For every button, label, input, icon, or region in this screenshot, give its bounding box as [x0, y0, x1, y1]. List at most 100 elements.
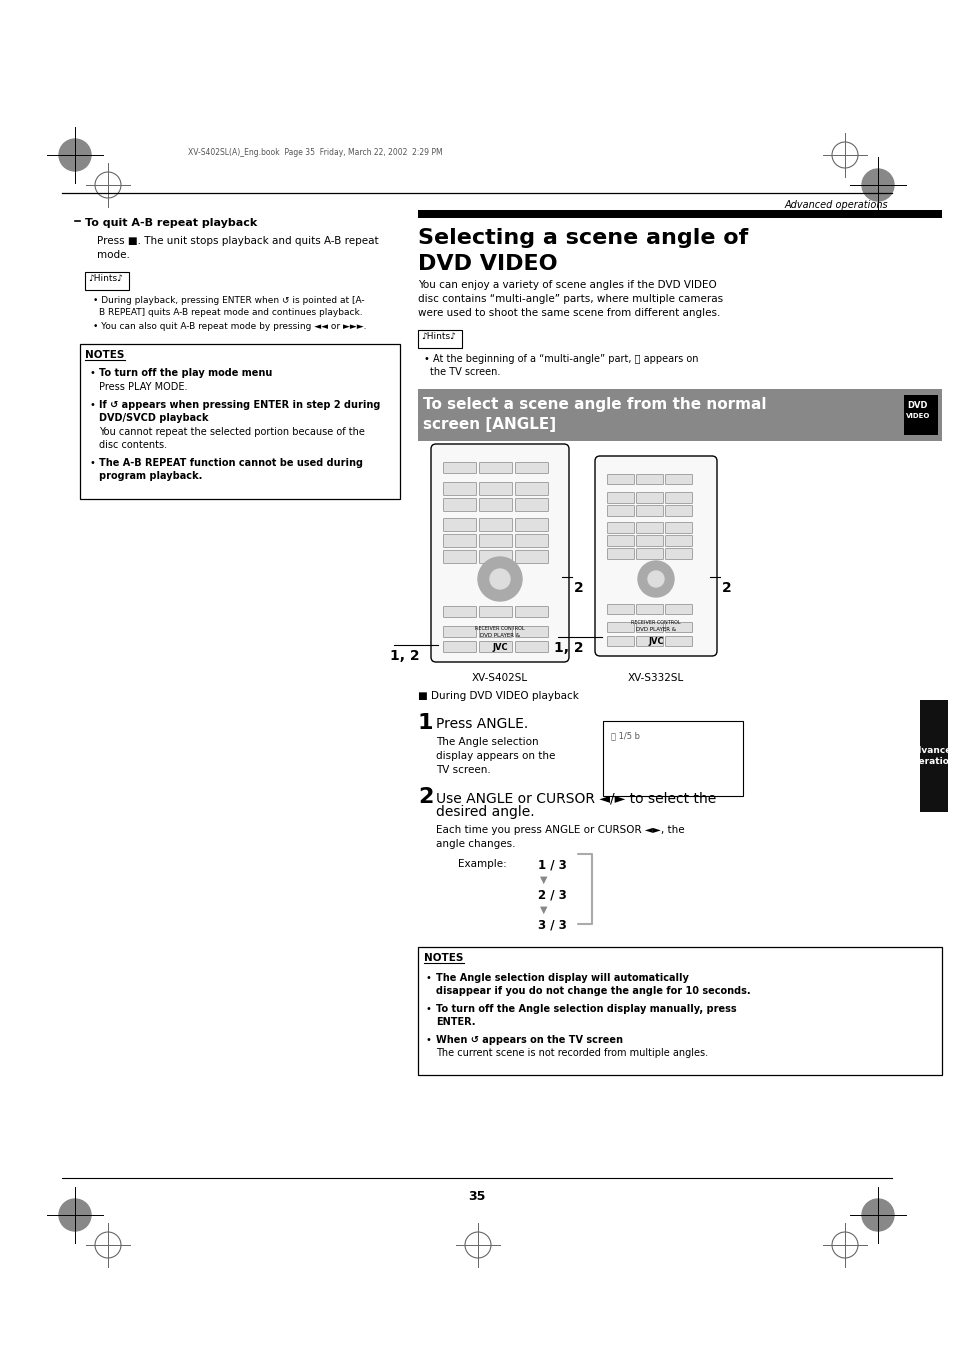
- Text: •: •: [90, 369, 95, 378]
- FancyBboxPatch shape: [665, 622, 692, 633]
- Text: ENTER.: ENTER.: [436, 1017, 475, 1027]
- Text: The Angle selection: The Angle selection: [436, 737, 538, 747]
- FancyBboxPatch shape: [636, 548, 662, 559]
- Text: 1, 2: 1, 2: [554, 641, 583, 655]
- Text: If ↺ appears when pressing ENTER in step 2 during: If ↺ appears when pressing ENTER in step…: [99, 400, 380, 410]
- FancyBboxPatch shape: [515, 535, 548, 548]
- Text: Use ANGLE or CURSOR ◄/► to select the: Use ANGLE or CURSOR ◄/► to select the: [436, 791, 716, 805]
- Text: 2 / 3: 2 / 3: [537, 890, 566, 902]
- Text: The current scene is not recorded from multiple angles.: The current scene is not recorded from m…: [436, 1048, 707, 1058]
- Text: XV-S402SL: XV-S402SL: [472, 674, 528, 683]
- FancyBboxPatch shape: [443, 626, 476, 637]
- FancyBboxPatch shape: [479, 606, 512, 617]
- FancyBboxPatch shape: [595, 456, 717, 656]
- Text: Advanced
operations: Advanced operations: [905, 747, 953, 765]
- FancyBboxPatch shape: [443, 606, 476, 617]
- Circle shape: [638, 562, 673, 597]
- FancyBboxPatch shape: [607, 505, 634, 517]
- Text: DVD VIDEO: DVD VIDEO: [417, 254, 558, 274]
- Text: were used to shoot the same scene from different angles.: were used to shoot the same scene from d…: [417, 308, 720, 319]
- Text: program playback.: program playback.: [99, 471, 202, 481]
- Text: display appears on the: display appears on the: [436, 751, 555, 761]
- Text: Selecting a scene angle of: Selecting a scene angle of: [417, 228, 747, 248]
- Text: JVC: JVC: [647, 637, 663, 647]
- Text: 1: 1: [417, 713, 433, 733]
- Circle shape: [862, 1199, 893, 1231]
- FancyBboxPatch shape: [607, 493, 634, 504]
- FancyBboxPatch shape: [665, 636, 692, 647]
- Text: Example:: Example:: [457, 859, 506, 869]
- FancyBboxPatch shape: [636, 536, 662, 547]
- FancyBboxPatch shape: [443, 518, 476, 532]
- FancyBboxPatch shape: [515, 498, 548, 512]
- Bar: [85, 271, 129, 290]
- FancyBboxPatch shape: [636, 622, 662, 633]
- FancyBboxPatch shape: [607, 605, 634, 614]
- FancyBboxPatch shape: [479, 535, 512, 548]
- Text: To turn off the play mode menu: To turn off the play mode menu: [99, 369, 273, 378]
- Text: The A-B REPEAT function cannot be used during: The A-B REPEAT function cannot be used d…: [99, 458, 363, 468]
- Text: Press ■. The unit stops playback and quits A-B repeat: Press ■. The unit stops playback and qui…: [97, 236, 378, 246]
- FancyBboxPatch shape: [636, 522, 662, 533]
- FancyBboxPatch shape: [515, 482, 548, 495]
- Text: Press PLAY MODE.: Press PLAY MODE.: [99, 382, 188, 391]
- Text: ♪Hints♪: ♪Hints♪: [420, 332, 456, 342]
- Bar: [919, 701, 947, 811]
- FancyBboxPatch shape: [479, 518, 512, 532]
- Text: • At the beginning of a “multi-angle” part, ⛹ appears on: • At the beginning of a “multi-angle” pa…: [423, 354, 698, 364]
- Text: ⛹ 1/5 b: ⛹ 1/5 b: [610, 730, 639, 740]
- Text: •: •: [426, 1035, 432, 1045]
- FancyBboxPatch shape: [479, 626, 512, 637]
- FancyBboxPatch shape: [443, 463, 476, 474]
- Text: •: •: [90, 458, 95, 468]
- FancyBboxPatch shape: [515, 518, 548, 532]
- Text: •: •: [426, 1004, 432, 1014]
- Text: RECEIVER CONTROL: RECEIVER CONTROL: [631, 620, 680, 625]
- Text: • During playback, pressing ENTER when ↺ is pointed at [A-: • During playback, pressing ENTER when ↺…: [92, 296, 364, 305]
- FancyBboxPatch shape: [607, 622, 634, 633]
- Text: You cannot repeat the selected portion because of the: You cannot repeat the selected portion b…: [99, 427, 364, 437]
- Text: JVC: JVC: [492, 643, 507, 652]
- Text: Advanced operations: Advanced operations: [783, 200, 887, 211]
- Text: 2: 2: [721, 580, 731, 595]
- FancyBboxPatch shape: [431, 444, 568, 662]
- FancyBboxPatch shape: [607, 536, 634, 547]
- FancyBboxPatch shape: [665, 548, 692, 559]
- Bar: [417, 389, 941, 441]
- FancyBboxPatch shape: [479, 551, 512, 563]
- FancyBboxPatch shape: [607, 474, 634, 485]
- Text: When ↺ appears on the TV screen: When ↺ appears on the TV screen: [436, 1035, 622, 1045]
- Text: DVD PLAYER &: DVD PLAYER &: [479, 633, 519, 639]
- FancyBboxPatch shape: [479, 641, 512, 652]
- Text: 1 / 3: 1 / 3: [537, 859, 566, 872]
- Bar: [417, 946, 941, 1075]
- Text: ▼: ▼: [539, 875, 547, 886]
- FancyBboxPatch shape: [443, 482, 476, 495]
- FancyBboxPatch shape: [665, 505, 692, 517]
- Text: ♪Hints♪: ♪Hints♪: [88, 274, 123, 284]
- Text: • You can also quit A-B repeat mode by pressing ◄◄ or ►►►.: • You can also quit A-B repeat mode by p…: [92, 323, 366, 331]
- Text: 1, 2: 1, 2: [390, 649, 419, 663]
- FancyBboxPatch shape: [665, 474, 692, 485]
- Bar: [80, 344, 399, 500]
- FancyBboxPatch shape: [636, 505, 662, 517]
- Text: 35: 35: [468, 1189, 485, 1203]
- FancyBboxPatch shape: [443, 641, 476, 652]
- Text: mode.: mode.: [97, 250, 130, 261]
- Text: •: •: [426, 973, 432, 983]
- Text: desired angle.: desired angle.: [436, 805, 534, 819]
- Text: RECEIVER CONTROL: RECEIVER CONTROL: [475, 626, 524, 630]
- Circle shape: [490, 568, 510, 589]
- FancyBboxPatch shape: [515, 641, 548, 652]
- Text: NOTES: NOTES: [423, 953, 463, 963]
- Text: DVD/SVCD playback: DVD/SVCD playback: [99, 413, 209, 423]
- Circle shape: [59, 139, 91, 171]
- Text: The Angle selection display will automatically: The Angle selection display will automat…: [436, 973, 688, 983]
- Text: •: •: [90, 400, 95, 410]
- Text: ▼: ▼: [539, 904, 547, 915]
- FancyBboxPatch shape: [636, 474, 662, 485]
- Bar: [903, 396, 937, 435]
- Text: angle changes.: angle changes.: [436, 838, 515, 849]
- FancyBboxPatch shape: [515, 551, 548, 563]
- FancyBboxPatch shape: [515, 606, 548, 617]
